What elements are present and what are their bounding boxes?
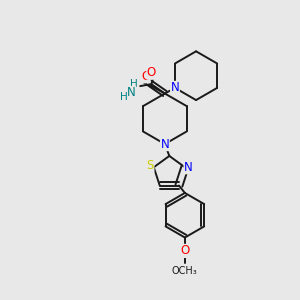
Text: H: H [120, 92, 128, 102]
Text: N: N [127, 86, 136, 99]
Text: H: H [130, 79, 137, 89]
Text: N: N [160, 138, 169, 151]
Text: N: N [171, 81, 179, 94]
Text: S: S [146, 159, 154, 172]
Text: O: O [147, 66, 156, 79]
Text: O: O [141, 70, 150, 83]
Text: OCH₃: OCH₃ [172, 266, 198, 276]
Text: N: N [184, 161, 193, 174]
Text: O: O [180, 244, 190, 257]
